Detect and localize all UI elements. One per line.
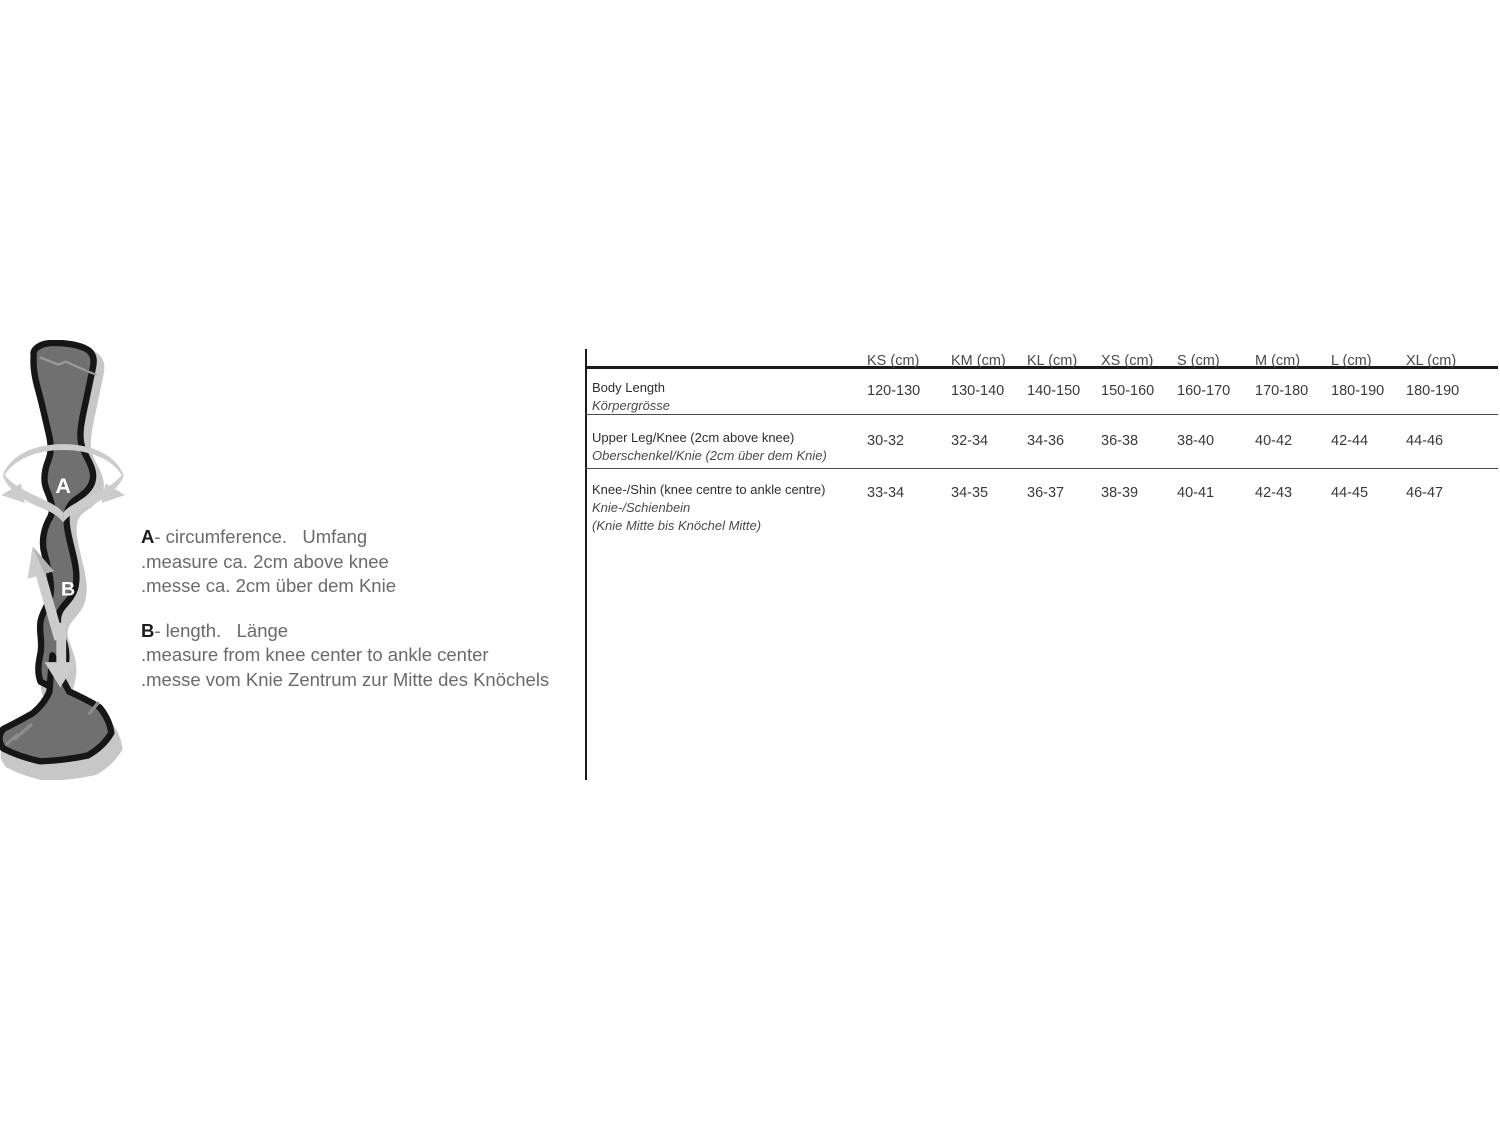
svg-text:A: A: [55, 473, 71, 498]
svg-text:B: B: [61, 578, 75, 600]
